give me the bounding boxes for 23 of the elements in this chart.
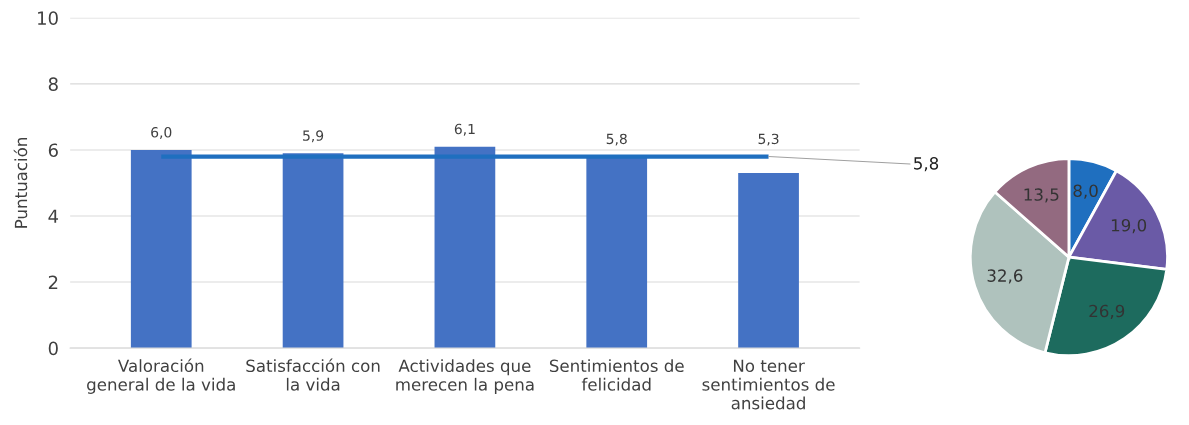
data-label: 5,3 bbox=[758, 133, 779, 146]
y-tick-label: 2 bbox=[48, 275, 58, 289]
y-tick-label: 8 bbox=[48, 77, 58, 92]
x-tick-label: Satisfacción con la vida bbox=[246, 358, 380, 391]
y-axis-title: Puntuación bbox=[13, 138, 28, 228]
y-tick-label: 4 bbox=[48, 209, 59, 223]
data-label: 6,0 bbox=[151, 127, 172, 139]
y-tick-label: 10 bbox=[38, 11, 58, 25]
y-tick-label: 0 bbox=[48, 341, 58, 356]
data-label: 13,5 bbox=[1024, 188, 1059, 203]
x-tick-label: Actividades que merecen la pena bbox=[396, 359, 534, 394]
data-label: 19,0 bbox=[1111, 218, 1147, 234]
ref-line-label: 5,8 bbox=[914, 157, 939, 172]
data-label: 6,1 bbox=[454, 123, 475, 136]
data-label: 32,6 bbox=[987, 269, 1023, 284]
y-tick-label: 6 bbox=[48, 143, 58, 158]
data-label: 5,8 bbox=[606, 133, 627, 146]
x-tick-label: Sentimientos de felicidad bbox=[549, 359, 684, 391]
x-tick-label: No tener sentimientos de ansiedad bbox=[702, 359, 835, 410]
data-label: 8,0 bbox=[1073, 184, 1098, 199]
data-label: 5,9 bbox=[303, 130, 324, 143]
data-label: 26,9 bbox=[1089, 304, 1125, 319]
x-tick-label: Valoración general de la vida bbox=[87, 358, 235, 394]
